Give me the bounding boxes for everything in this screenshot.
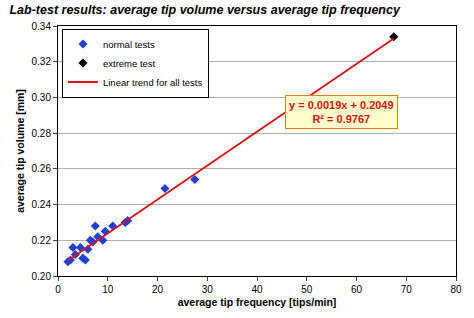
- svg-text:Lab-test results: average tip: Lab-test results: average tip volume ver…: [9, 3, 400, 17]
- svg-text:10: 10: [102, 284, 114, 295]
- svg-text:0.24: 0.24: [32, 199, 52, 210]
- svg-text:30: 30: [202, 284, 214, 295]
- svg-text:20: 20: [152, 284, 164, 295]
- svg-text:0.26: 0.26: [32, 163, 52, 174]
- svg-text:80: 80: [450, 284, 462, 295]
- svg-text:average tip volume [mm]: average tip volume [mm]: [14, 89, 26, 213]
- svg-text:0.28: 0.28: [32, 128, 52, 139]
- svg-text:average tip frequency [tips/mi: average tip frequency [tips/min]: [178, 296, 337, 308]
- svg-text:0: 0: [55, 284, 61, 295]
- svg-text:40: 40: [251, 284, 263, 295]
- svg-text:extreme test: extreme test: [103, 58, 156, 69]
- svg-text:0.22: 0.22: [32, 235, 52, 246]
- svg-text:50: 50: [301, 284, 313, 295]
- svg-text:normal tests: normal tests: [103, 39, 155, 50]
- svg-text:0.34: 0.34: [32, 21, 52, 32]
- svg-text:0.30: 0.30: [32, 92, 52, 103]
- svg-text:70: 70: [401, 284, 413, 295]
- svg-text:60: 60: [351, 284, 363, 295]
- svg-text:0.20: 0.20: [32, 271, 52, 282]
- svg-text:0.32: 0.32: [32, 56, 52, 67]
- svg-text:y = 0.0019x + 0.2049R² = 0.976: y = 0.0019x + 0.2049R² = 0.9767: [289, 99, 394, 125]
- svg-text:Linear trend for all tests: Linear trend for all tests: [103, 77, 203, 88]
